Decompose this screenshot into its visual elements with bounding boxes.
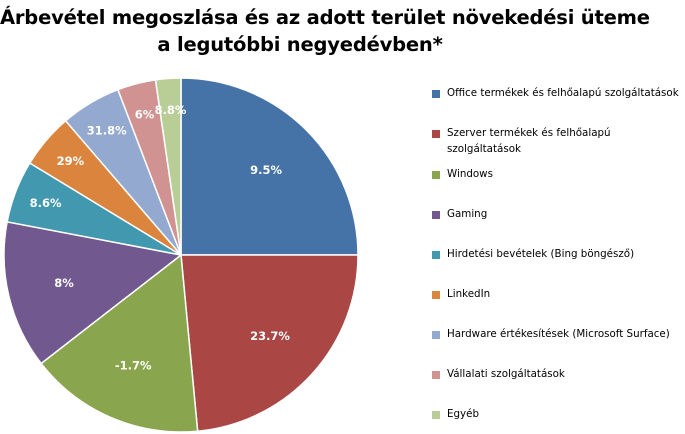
legend-label-6: LinkedIn: [447, 288, 491, 300]
pie-slice-label-4: 8%: [54, 276, 74, 290]
pie-slice-label-1: 9.5%: [250, 163, 282, 177]
legend-label-3: Windows: [447, 168, 493, 180]
pie-slice-label-6: 29%: [57, 154, 85, 168]
pie-slice-label-8: 6%: [135, 108, 155, 122]
pie-slice-label-9: 8.8%: [155, 103, 187, 117]
legend-label-2: Szerver termékek és felhőalapú szolgálta…: [447, 127, 611, 155]
pie-slice-9: [154, 77, 182, 256]
legend-swatch-3: [432, 171, 440, 179]
pie-slice-label-2: 23.7%: [250, 329, 290, 343]
pie-slice-1: [180, 77, 359, 256]
legend-label-1: Office termékek és felhőalapú szolgáltat…: [447, 87, 679, 99]
legend-swatch-5: [432, 251, 440, 259]
pie-slice-4: [3, 220, 183, 365]
legend-swatch-2: [432, 130, 440, 138]
pie-slice-label-5: 8.6%: [30, 196, 62, 210]
pie-slice-label-7: 31.8%: [87, 123, 127, 137]
chart-title-line-2: a legutóbbi negyedévben*: [157, 33, 443, 56]
legend-label-4: Gaming: [447, 208, 488, 220]
legend-label-7: Hardware értékesítések (Microsoft Surfac…: [447, 328, 670, 340]
chart-title: Árbevétel megoszlása és az adott terület…: [0, 4, 650, 58]
legend-swatch-7: [432, 331, 440, 339]
legend-label-9: Egyéb: [447, 408, 480, 420]
chart-title-line-1: Árbevétel megoszlása és az adott terület…: [0, 6, 650, 29]
pie-slice-2: [180, 254, 359, 433]
legend-swatch-8: [432, 371, 440, 379]
legend-label-8: Vállalati szolgáltatások: [447, 368, 565, 380]
legend-swatch-9: [432, 411, 440, 419]
legend-swatch-4: [432, 211, 440, 219]
pie-slice-label-3: -1.7%: [115, 358, 152, 372]
pie-slice-3: [40, 253, 199, 433]
legend-label-5: Hirdetési bevételek (Bing böngésző): [447, 248, 635, 260]
legend-swatch-6: [432, 291, 440, 299]
legend-swatch-1: [432, 90, 440, 98]
